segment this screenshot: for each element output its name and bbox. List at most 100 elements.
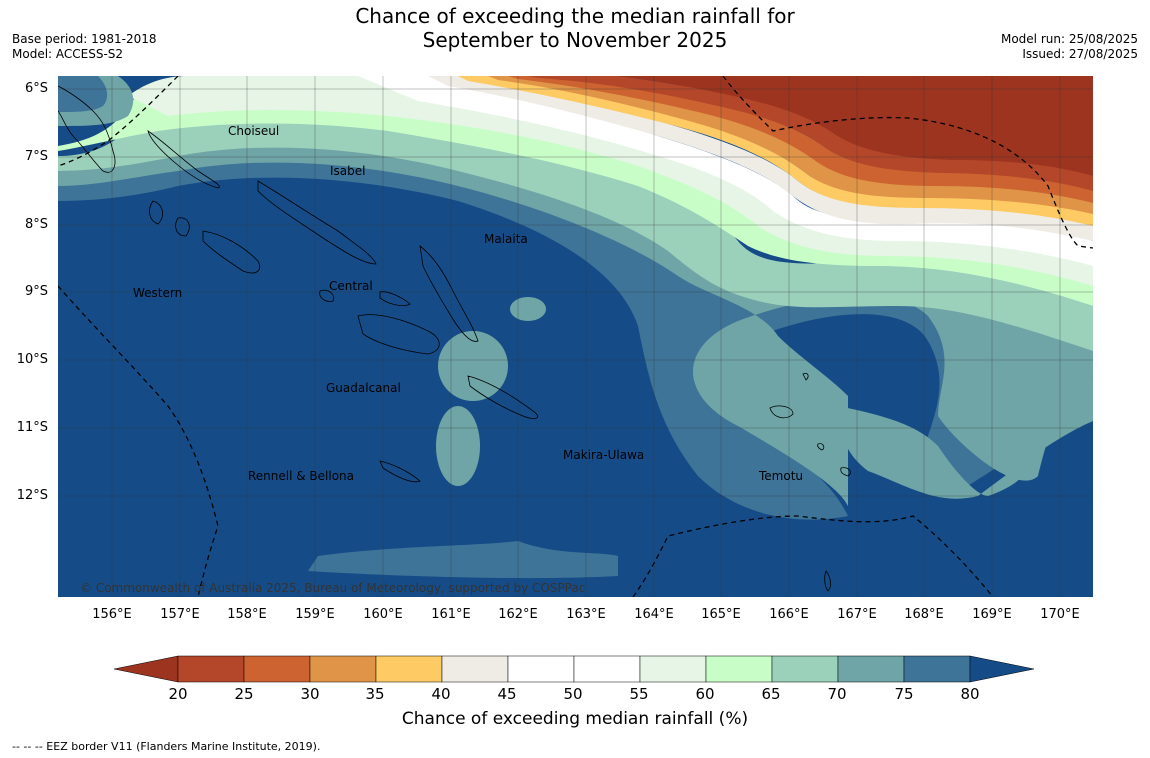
colorbar-title: Chance of exceeding median rainfall (%) (401, 709, 749, 729)
lon-label-157e: 157°E (160, 607, 200, 622)
zone-45-55 (358, 76, 1093, 266)
zone-70-75-east (838, 376, 1093, 499)
rainfall-map: Choiseul Isabel Malaita Western Central … (58, 76, 1093, 597)
lat-label-12s: 12°S (16, 488, 48, 503)
lon-label-163e: 163°E (566, 607, 606, 622)
colorbar-tick-25: 25 (234, 685, 254, 703)
island-vanikoro (840, 467, 851, 477)
lon-label-156e: 156°E (92, 607, 132, 622)
colorbar-bin-40-45 (441, 655, 509, 683)
zone-70-75 (58, 86, 1093, 506)
colorbar-bin-70-75 (837, 655, 905, 683)
lat-label-9s: 9°S (24, 284, 48, 299)
island-reef (802, 373, 809, 381)
island-makira (467, 375, 539, 419)
lon-label-167e: 167°E (837, 607, 877, 622)
zone-35-40 (458, 76, 1093, 226)
zone-20-25 (528, 76, 1093, 191)
colorbar-tick-65: 65 (761, 685, 781, 703)
island-isabel (257, 180, 377, 265)
place-western: Western (133, 286, 182, 300)
zone-40-45 (428, 76, 1093, 241)
island-bougainville (58, 85, 116, 173)
colorbar-tick-30: 30 (300, 685, 320, 703)
place-makira-ulawa: Makira-Ulawa (563, 448, 644, 462)
island-savo (379, 291, 411, 306)
lat-label-6s: 6°S (24, 81, 48, 96)
colorbar-tick-80: 80 (960, 685, 980, 703)
place-rennell-bellona: Rennell & Bellona (248, 469, 354, 483)
eez-borders (58, 76, 1093, 597)
island-florida (319, 289, 335, 302)
place-malaita: Malaita (484, 232, 528, 246)
map-copyright: © Commonwealth of Australia 2025, Bureau… (80, 581, 585, 595)
map-title-line1: Chance of exceeding the median rainfall … (355, 4, 795, 28)
coastlines (58, 85, 851, 592)
island-utupua (817, 443, 825, 451)
place-isabel: Isabel (330, 164, 365, 178)
colorbar-tick-60: 60 (695, 685, 715, 703)
zone-65-70 (58, 76, 1093, 351)
island-choiseul (147, 130, 220, 189)
colorbar (114, 655, 1035, 683)
island-newgeorgia-3 (202, 230, 260, 274)
map-title-line2: September to November 2025 (422, 28, 728, 52)
lat-label-11s: 11°S (16, 420, 48, 435)
lat-label-7s: 7°S (24, 149, 48, 164)
colorbar-bin-20-25 (177, 655, 245, 683)
colorbar-bin-below-20 (114, 655, 179, 683)
colorbar-bin-above-80 (969, 655, 1035, 683)
lon-label-159e: 159°E (295, 607, 335, 622)
colorbar-tick-55: 55 (629, 685, 649, 703)
issued-label: Issued: 27/08/2025 (1022, 47, 1138, 61)
island-newgeorgia-2 (175, 217, 190, 237)
graticule (58, 76, 1093, 597)
place-guadalcanal: Guadalcanal (326, 381, 401, 395)
zone-nw-corner-inner (58, 76, 108, 112)
place-choiseul: Choiseul (228, 124, 279, 138)
colorbar-tick-70: 70 (827, 685, 847, 703)
patch-rennell (436, 406, 480, 486)
colorbar-tick-45: 45 (497, 685, 517, 703)
colorbar-bin-35-40 (375, 655, 443, 683)
island-santacruz (769, 405, 794, 419)
colorbar-tick-75: 75 (894, 685, 914, 703)
lon-label-161e: 161°E (431, 607, 471, 622)
lat-label-10s: 10°S (16, 352, 48, 367)
colorbar-bin-30-35 (309, 655, 377, 683)
lon-label-169e: 169°E (972, 607, 1012, 622)
colorbar-bin-75-80 (903, 655, 971, 683)
zone-55-60 (128, 76, 1093, 286)
patch-guadalcanal (438, 331, 508, 401)
place-temotu: Temotu (758, 469, 803, 483)
zone-below-20 (618, 76, 1093, 176)
lon-label-158e: 158°E (227, 607, 267, 622)
island-newgeorgia (148, 200, 163, 225)
colorbar-tick-40: 40 (431, 685, 451, 703)
colorbar-bin-45-50 (507, 655, 575, 683)
colorbar-tick-35: 35 (365, 685, 385, 703)
eez-footnote: -- -- -- EEZ border V11 (Flanders Marine… (12, 740, 321, 753)
colorbar-bin-55-60 (639, 655, 707, 683)
colorbar-bin-25-30 (243, 655, 311, 683)
island-banks (824, 570, 832, 592)
lon-label-160e: 160°E (363, 607, 403, 622)
island-rennell (379, 460, 421, 483)
lat-label-8s: 8°S (24, 217, 48, 232)
patch-south (308, 541, 618, 579)
lon-label-165e: 165°E (701, 607, 741, 622)
base-period-label: Base period: 1981-2018 (12, 32, 157, 46)
lon-label-166e: 166°E (769, 607, 809, 622)
lon-label-164e: 164°E (634, 607, 674, 622)
zone-75-80 (58, 95, 1093, 520)
colorbar-tick-20: 20 (168, 685, 188, 703)
island-malaita (419, 245, 479, 342)
model-label: Model: ACCESS-S2 (12, 47, 124, 61)
island-guadalcanal (357, 314, 440, 355)
lon-label-168e: 168°E (904, 607, 944, 622)
patch-central (510, 297, 546, 321)
colorbar-tick-50: 50 (563, 685, 583, 703)
lon-label-170e: 170°E (1040, 607, 1080, 622)
colorbar-bin-65-70 (771, 655, 839, 683)
colorbar-bin-60-65 (705, 655, 773, 683)
